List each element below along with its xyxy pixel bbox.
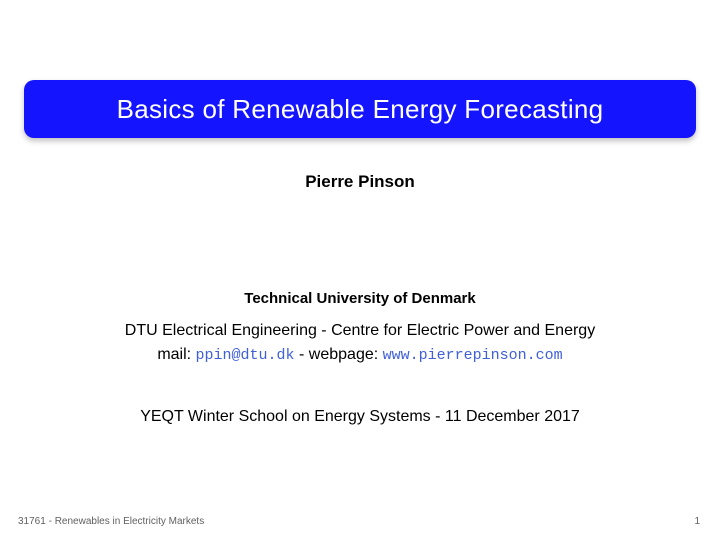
slide: Basics of Renewable Energy Forecasting P… (0, 0, 720, 541)
contact-line: mail: ppin@dtu.dk - webpage: www.pierrep… (0, 346, 720, 364)
contact-separator: - webpage: (295, 346, 383, 363)
email-link[interactable]: ppin@dtu.dk (196, 347, 295, 364)
footer-page-number: 1 (694, 516, 700, 527)
webpage-link[interactable]: www.pierrepinson.com (383, 347, 563, 364)
title-box: Basics of Renewable Energy Forecasting (24, 80, 696, 138)
event-line: YEQT Winter School on Energy Systems - 1… (0, 408, 720, 426)
affiliation-primary: Technical University of Denmark (0, 290, 720, 307)
footer-course: 31761 - Renewables in Electricity Market… (18, 516, 204, 527)
slide-title: Basics of Renewable Energy Forecasting (117, 94, 604, 125)
affiliation-secondary: DTU Electrical Engineering - Centre for … (0, 322, 720, 340)
author-name: Pierre Pinson (0, 172, 720, 192)
mail-label: mail: (157, 346, 195, 363)
